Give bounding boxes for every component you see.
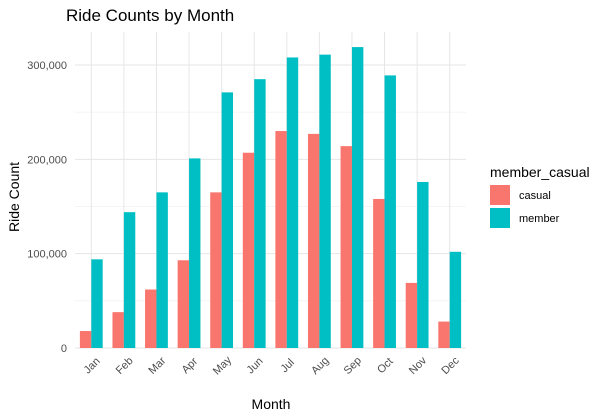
y-tick-label: 0 xyxy=(61,343,67,355)
bar-member-jun xyxy=(254,79,266,348)
legend-title: member_casual xyxy=(490,164,590,180)
bar-member-may xyxy=(221,92,234,348)
x-tick-label: Aug xyxy=(309,355,331,377)
bar-casual-dec xyxy=(438,321,450,348)
bar-member-apr xyxy=(189,158,201,348)
chart-title: Ride Counts by Month xyxy=(66,6,234,25)
bar-casual-jul xyxy=(275,131,287,348)
x-tick-label: Oct xyxy=(375,356,396,377)
x-tick-label: Jul xyxy=(278,357,296,375)
y-tick-label: 200,000 xyxy=(27,154,67,166)
x-tick-label: Nov xyxy=(407,354,430,377)
bars xyxy=(79,47,462,349)
bar-casual-nov xyxy=(405,282,418,348)
y-tick-label: 100,000 xyxy=(27,249,67,261)
legend-key-member xyxy=(490,208,510,228)
bar-member-jan xyxy=(91,259,103,348)
x-tick-label: May xyxy=(211,354,235,378)
x-axis-title: Month xyxy=(252,396,291,412)
bar-casual-feb xyxy=(112,312,124,348)
bar-member-dec xyxy=(449,251,462,348)
bar-casual-jan xyxy=(79,331,92,348)
y-tick-label: 300,000 xyxy=(27,60,67,72)
legend-label-casual: casual xyxy=(519,190,551,202)
y-axis-title: Ride Count xyxy=(6,162,22,232)
x-tick-label: Mar xyxy=(146,355,168,377)
x-tick-label: Dec xyxy=(439,354,462,377)
bar-casual-jun xyxy=(242,152,255,348)
bar-casual-mar xyxy=(145,289,157,348)
bar-member-feb xyxy=(123,212,136,348)
bar-member-sep xyxy=(351,47,364,349)
x-tick-label: Sep xyxy=(342,355,364,377)
x-axis-ticks: Jan Feb Mar Apr May Jun Jul Aug Sep Oct Nov Dec xyxy=(82,354,462,378)
legend-key-casual xyxy=(490,185,510,205)
x-tick-label: Jun xyxy=(245,355,266,376)
bar-casual-apr xyxy=(177,260,190,348)
bar-casual-aug xyxy=(307,133,320,348)
y-axis-ticks: 0 100,000 200,000 300,000 xyxy=(27,60,67,355)
bar-member-oct xyxy=(384,75,396,348)
x-tick-label: Feb xyxy=(114,355,136,377)
bar-casual-may xyxy=(210,192,222,348)
legend-label-member: member xyxy=(519,213,560,225)
x-tick-label: Jan xyxy=(82,355,103,376)
bar-member-jul xyxy=(286,57,299,348)
bar-casual-sep xyxy=(340,146,352,348)
bar-casual-oct xyxy=(373,198,385,348)
bar-member-aug xyxy=(319,54,331,349)
bar-member-mar xyxy=(156,192,168,348)
bar-member-nov xyxy=(417,181,429,348)
legend: member_casual casual member xyxy=(490,164,590,228)
x-tick-label: Apr xyxy=(180,355,201,376)
